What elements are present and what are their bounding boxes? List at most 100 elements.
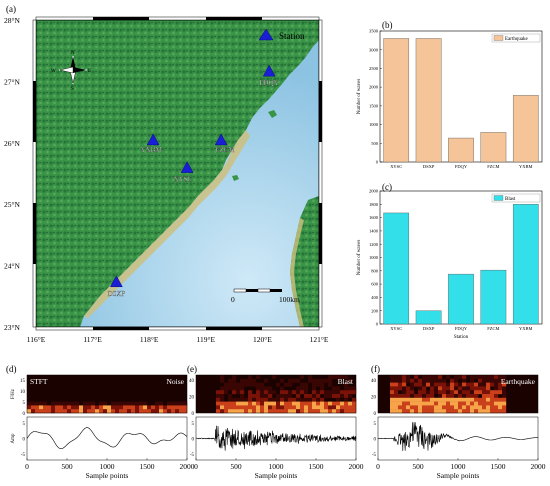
x-tick-label: 1500 [491,462,506,471]
waveform-trace [26,427,188,449]
station-triangle-icon [109,275,123,288]
panel-label-b: (b) [382,20,393,30]
lon-tick-label: 118°E [140,335,159,344]
station-marker: FDQY [260,64,279,87]
map-panel: (a) 28°N 27°N 26°N 25°N 24°N 23°N [4,4,329,344]
amp-y-tick-label: -5 [372,453,377,458]
spectrogram [26,374,188,414]
waveform-title: Earthquake [501,377,536,386]
x-tick-label: 1500 [140,462,155,471]
compass-w: W [51,69,56,74]
waveform-panel-f: (f) Earthquake 0 20 40 -5 0 5 0 500 1000 1500 2000 Sa… [371,364,546,480]
x-tick-label: 1000 [100,462,115,471]
bar [512,95,539,163]
y-axis-label: Number of waves [357,240,362,276]
scale-bar: 0 100km [231,288,300,304]
lon-tick-label: 120°E [253,335,272,344]
waveform-panel-e: (e) Blast 0 20 40 -5 0 5 0 500 1000 1500 2000 Sample … [187,364,364,480]
compass-n: N [71,51,75,56]
x-tick-label: 1000 [451,462,466,471]
x-tick-label: XYSC [390,326,402,331]
spec-y-tick-label: 40 [189,379,195,384]
spec-y-tick-label: 20 [371,395,377,400]
station-triangle-icon [146,133,160,146]
y-tick-label: 3000 [369,47,379,52]
spec-y-tick-label: 0 [23,412,26,417]
earthquake-bar-chart: 0 500 1000 1500 2000 2500 3000 3500 XYSC DSXP FDQY… [357,29,543,169]
x-tick-label: 0 [194,462,198,471]
y-tick-label: 0 [376,322,379,327]
compass-s: S [71,87,74,92]
spectrogram [195,374,357,414]
x-tick-label: 0 [376,462,380,471]
y-tick-label: 1400 [369,229,379,234]
x-tick-label: YXBM [519,326,533,331]
scale-zero: 0 [231,295,235,304]
amplitude-frame [26,416,188,461]
y-tick-label: 3500 [369,29,379,34]
y-tick-label: 1800 [369,202,379,207]
panel-label-d: (d) [6,364,17,374]
amp-y-tick-label: 0 [374,438,377,443]
x-tick-label: 500 [61,462,73,471]
lon-tick-label: 121°E [310,335,329,344]
spec-y-tick-label: 40 [371,379,377,384]
waveform-trace [195,425,357,451]
x-tick-label: 2000 [180,462,195,471]
y-tick-label: 1000 [369,255,379,260]
amp-y-label: Amp [11,433,16,444]
x-tick-label: DSXP [423,326,435,331]
stft-label: STFT [30,377,48,386]
x-tick-label: XYSC [390,164,402,169]
station-marker: XYSC [174,161,194,184]
x-tick-label: FZCM [487,164,499,169]
x-tick-label: FDQY [455,326,468,331]
panel-b: (b) 0 500 1000 1500 2000 2500 3000 3500 XYSC DSXP… [357,20,543,169]
x-tick-label: 1000 [269,462,284,471]
spec-y-label: F/Hz [11,388,16,399]
y-tick-label: 500 [371,141,379,146]
lat-tick-label: 23°N [4,323,20,332]
lon-tick-label: 117°E [83,335,102,344]
x-tick-label: YXBM [519,164,533,169]
station-triangle-icon [262,64,276,77]
x-tick-label: FDQY [455,164,468,169]
x-tick-label: 1500 [309,462,324,471]
lat-tick-label: 28°N [4,16,20,25]
y-tick-label: 200 [371,308,379,313]
waveform-title: Noise [167,377,185,386]
spec-y-tick-label: 20 [189,395,195,400]
station-marker: FZCM [214,133,236,154]
map-legend: Station [258,28,305,41]
y-tick-label: 2500 [369,66,379,71]
compass-e: E [88,69,91,74]
bar [448,137,474,163]
bar [480,132,507,163]
legend-swatch [493,35,504,41]
y-tick-label: 400 [371,295,379,300]
x-axis-label: Sample points [437,471,480,480]
y-tick-label: 2000 [369,85,379,90]
waveform-trace [377,422,539,452]
y-tick-label: 0 [376,160,379,165]
panel-label-c: (c) [382,182,392,192]
scale-end: 100km [279,295,300,304]
x-tick-label: 2000 [531,462,546,471]
panel-label-e: (e) [187,364,197,374]
x-axis-label: Sample points [255,471,298,480]
compass-rose-icon: N S E W [51,51,91,92]
station-marker: YXBM [141,133,163,154]
station-label: XYSC [174,176,193,184]
island-1 [268,110,277,118]
lon-tick-label: 116°E [27,335,46,344]
bar [448,273,474,325]
bar [415,38,442,163]
station-label: YXBM [141,146,163,154]
amp-y-tick-label: -5 [190,453,195,458]
lat-tick-label: 27°N [4,77,20,86]
x-tick-label: 500 [230,462,242,471]
y-tick-label: 2000 [369,189,379,194]
x-tick-label: FZCM [487,326,499,331]
